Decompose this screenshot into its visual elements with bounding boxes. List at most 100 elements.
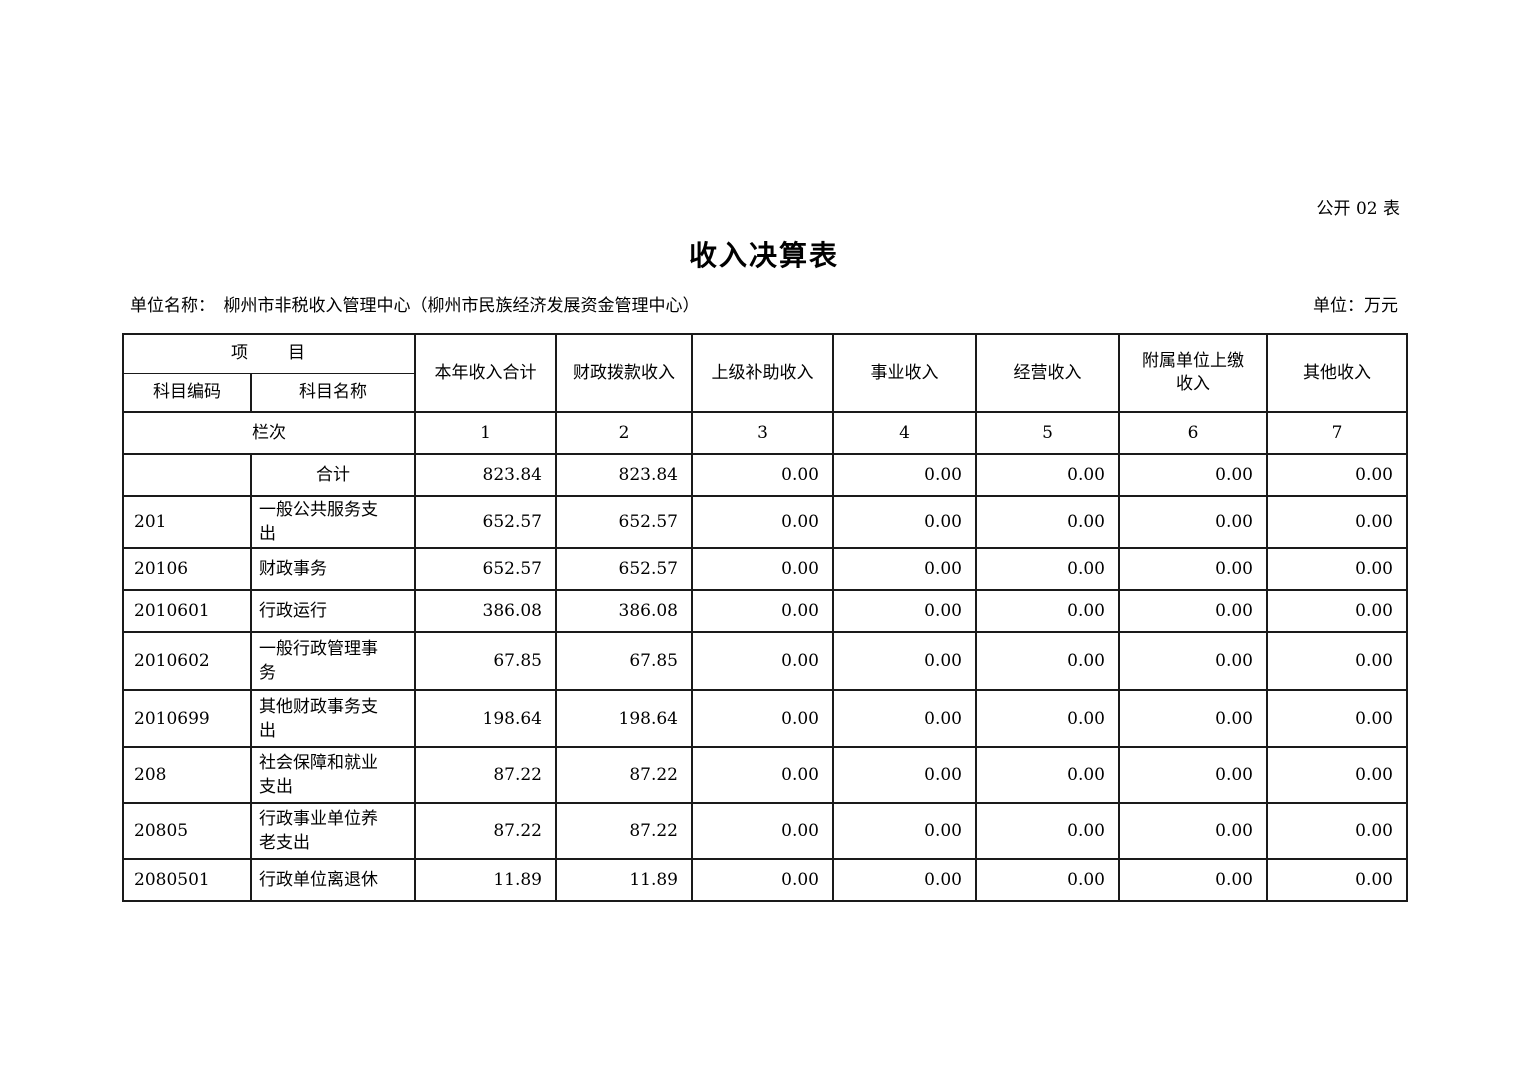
cell-value: 823.84 (414, 453, 557, 497)
cell-value: 0.00 (832, 689, 977, 748)
cell-value: 652.57 (555, 495, 693, 549)
cell-value: 0.00 (691, 802, 834, 860)
rank-number: 3 (691, 411, 834, 455)
cell-value: 0.00 (1118, 802, 1268, 860)
cell-name: 社会保障和就业支出 (250, 746, 416, 804)
cell-value: 652.57 (414, 495, 557, 549)
column-header: 其他收入 (1266, 333, 1408, 413)
cell-value: 0.00 (1118, 453, 1268, 497)
cell-value: 0.00 (975, 589, 1120, 633)
cell-value: 0.00 (975, 547, 1120, 591)
rank-row: 栏次 1 2 3 4 5 6 7 (122, 411, 1408, 455)
cell-value: 652.57 (414, 547, 557, 591)
column-header: 经营收入 (975, 333, 1120, 413)
cell-name: 行政单位离退休 (250, 858, 416, 902)
cell-value: 0.00 (1118, 746, 1268, 804)
cell-code: 2010602 (122, 631, 252, 691)
cell-value: 0.00 (975, 746, 1120, 804)
cell-value: 0.00 (1266, 746, 1408, 804)
cell-value: 386.08 (414, 589, 557, 633)
cell-value: 0.00 (832, 589, 977, 633)
rank-number: 5 (975, 411, 1120, 455)
cell-value: 0.00 (975, 802, 1120, 860)
table-row: 2010601 行政运行 386.08 386.08 0.00 0.00 0.0… (122, 589, 1408, 633)
cell-code: 2010601 (122, 589, 252, 633)
header-item-group: 项 目 (122, 333, 416, 374)
table-row: 20805 行政事业单位养老支出 87.22 87.22 0.00 0.00 0… (122, 802, 1408, 860)
cell-value: 0.00 (691, 453, 834, 497)
cell-value: 0.00 (1266, 495, 1408, 549)
column-header: 附属单位上缴收入 (1118, 333, 1268, 413)
table-row-total: 合计 823.84 823.84 0.00 0.00 0.00 0.00 0.0… (122, 453, 1408, 497)
cell-value: 0.00 (832, 495, 977, 549)
cell-value: 67.85 (555, 631, 693, 691)
header-row-subject: 科目编码 科目名称 (122, 372, 1407, 413)
column-header: 财政拨款收入 (555, 333, 693, 413)
cell-name: 一般公共服务支出 (250, 495, 416, 549)
table-row: 208 社会保障和就业支出 87.22 87.22 0.00 0.00 0.00… (122, 746, 1408, 804)
cell-value: 0.00 (975, 858, 1120, 902)
cell-value: 87.22 (555, 802, 693, 860)
cell-value: 0.00 (1266, 453, 1408, 497)
rank-number: 7 (1266, 411, 1408, 455)
cell-value: 87.22 (555, 746, 693, 804)
cell-value: 652.57 (555, 547, 693, 591)
table-row: 201 一般公共服务支出 652.57 652.57 0.00 0.00 0.0… (122, 495, 1408, 549)
cell-value: 0.00 (832, 631, 977, 691)
income-accounts-table: 项 目 本年收入合计 财政拨款收入 上级补助收入 事业收入 经营收入 附属单位上… (122, 333, 1408, 902)
cell-value: 0.00 (975, 631, 1120, 691)
rank-number: 2 (555, 411, 693, 455)
cell-value: 0.00 (691, 746, 834, 804)
cell-value: 0.00 (691, 689, 834, 748)
cell-value: 0.00 (1118, 631, 1268, 691)
page-title: 收入决算表 (688, 239, 839, 272)
cell-code: 20805 (122, 802, 252, 860)
cell-name: 行政事业单位养老支出 (250, 802, 416, 860)
column-header: 本年收入合计 (414, 333, 557, 413)
cell-name: 合计 (250, 453, 416, 497)
cell-value: 0.00 (1266, 689, 1408, 748)
cell-value: 0.00 (1266, 589, 1408, 633)
rank-number: 6 (1118, 411, 1268, 455)
header-subject-code: 科目编码 (122, 372, 252, 413)
rank-number: 4 (832, 411, 977, 455)
cell-code: 208 (122, 746, 252, 804)
column-header: 上级补助收入 (691, 333, 834, 413)
cell-code: 2010699 (122, 689, 252, 748)
cell-name: 行政运行 (250, 589, 416, 633)
table-row: 20106 财政事务 652.57 652.57 0.00 0.00 0.00 … (122, 547, 1408, 591)
cell-value: 0.00 (975, 495, 1120, 549)
cell-value: 823.84 (555, 453, 693, 497)
cell-code (122, 453, 252, 497)
cell-code: 20106 (122, 547, 252, 591)
cell-name: 一般行政管理事务 (250, 631, 416, 691)
cell-name: 其他财政事务支出 (250, 689, 416, 748)
unit-name-line: 单位名称： 柳州市非税收入管理中心（柳州市民族经济发展资金管理中心） (122, 296, 700, 316)
cell-value: 67.85 (414, 631, 557, 691)
header-subject-name: 科目名称 (250, 372, 416, 413)
cell-value: 0.00 (832, 858, 977, 902)
cell-value: 0.00 (691, 589, 834, 633)
cell-value: 0.00 (1266, 802, 1408, 860)
cell-value: 0.00 (1266, 547, 1408, 591)
cell-value: 0.00 (1118, 547, 1268, 591)
cell-value: 0.00 (832, 547, 977, 591)
cell-value: 0.00 (691, 547, 834, 591)
cell-value: 0.00 (1118, 858, 1268, 902)
cell-value: 0.00 (832, 802, 977, 860)
document-content: 公开 02 表 收入决算表 单位名称： 柳州市非税收入管理中心（柳州市民族经济发… (122, 0, 1408, 902)
cell-value: 87.22 (414, 746, 557, 804)
cell-value: 0.00 (975, 689, 1120, 748)
cell-value: 0.00 (691, 858, 834, 902)
cell-value: 0.00 (1118, 589, 1268, 633)
unit-of-measure: 单位：万元 (1313, 296, 1398, 316)
cell-value: 0.00 (1118, 495, 1268, 549)
cell-value: 0.00 (975, 453, 1120, 497)
unit-name-value: 柳州市非税收入管理中心（柳州市民族经济发展资金管理中心） (223, 296, 700, 316)
cell-code: 2080501 (122, 858, 252, 902)
meta-row: 单位名称： 柳州市非税收入管理中心（柳州市民族经济发展资金管理中心） 单位：万元 (122, 296, 1406, 316)
rank-label: 栏次 (122, 411, 416, 455)
cell-value: 11.89 (414, 858, 557, 902)
cell-code: 201 (122, 495, 252, 549)
